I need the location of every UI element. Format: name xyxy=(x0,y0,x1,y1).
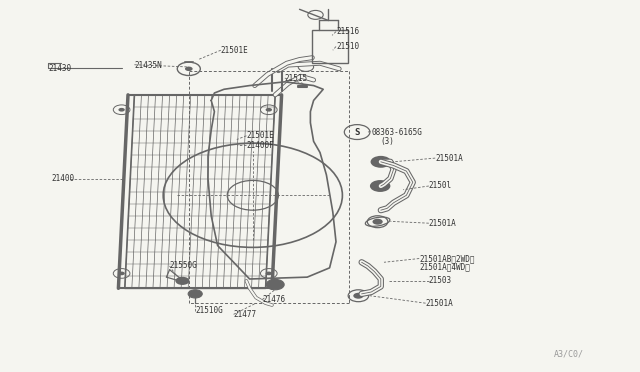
Text: 21477: 21477 xyxy=(234,310,257,319)
Circle shape xyxy=(266,279,284,290)
Circle shape xyxy=(370,180,390,192)
Text: 21400: 21400 xyxy=(51,174,74,183)
Text: 21501E: 21501E xyxy=(246,131,274,140)
Text: 21503: 21503 xyxy=(429,276,452,285)
Text: 21430: 21430 xyxy=(48,64,71,73)
Text: 2150l: 2150l xyxy=(429,182,452,190)
Text: 21501A（4WD）: 21501A（4WD） xyxy=(419,262,470,271)
Text: 21501A: 21501A xyxy=(429,219,456,228)
Circle shape xyxy=(353,293,364,299)
Text: 21515: 21515 xyxy=(285,74,308,83)
Bar xyxy=(312,30,348,63)
Circle shape xyxy=(266,108,272,112)
Circle shape xyxy=(118,108,125,112)
Text: 21476: 21476 xyxy=(262,295,285,304)
Text: 21501A: 21501A xyxy=(426,299,453,308)
Text: 21501E: 21501E xyxy=(221,46,248,55)
Circle shape xyxy=(371,156,391,168)
Circle shape xyxy=(372,219,383,225)
Text: A3/C0/: A3/C0/ xyxy=(554,350,584,359)
Text: 21501A: 21501A xyxy=(435,154,463,163)
Text: S: S xyxy=(355,128,360,137)
Text: (3): (3) xyxy=(381,137,395,146)
Text: 21510G: 21510G xyxy=(195,306,223,315)
Text: 08363-6165G: 08363-6165G xyxy=(371,128,422,137)
Circle shape xyxy=(185,67,193,71)
Text: 21400F: 21400F xyxy=(246,141,274,150)
Text: 21435N: 21435N xyxy=(134,61,162,70)
Circle shape xyxy=(175,277,189,285)
Text: 21501AB（2WD）: 21501AB（2WD） xyxy=(419,254,475,263)
Circle shape xyxy=(188,290,202,298)
Text: 21550G: 21550G xyxy=(170,262,197,270)
Circle shape xyxy=(118,272,125,275)
Text: 21516: 21516 xyxy=(336,27,359,36)
Circle shape xyxy=(266,272,272,275)
Text: 21510: 21510 xyxy=(336,42,359,51)
